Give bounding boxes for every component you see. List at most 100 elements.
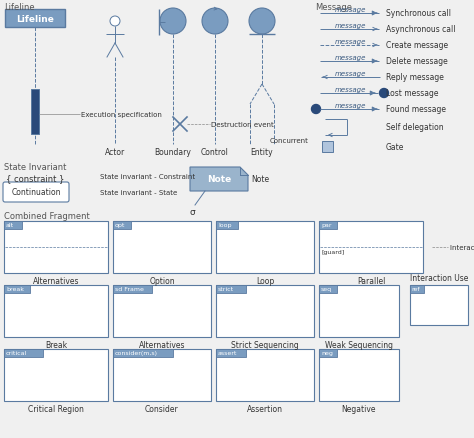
Text: Combined Fragment: Combined Fragment bbox=[4, 212, 90, 220]
Text: seq: seq bbox=[321, 287, 332, 292]
Text: message: message bbox=[334, 103, 365, 109]
Bar bbox=[319, 222, 337, 230]
Bar bbox=[113, 285, 152, 293]
Bar bbox=[319, 222, 423, 273]
Text: Concurrent: Concurrent bbox=[270, 138, 309, 144]
Text: Synchronous call: Synchronous call bbox=[386, 10, 451, 18]
Bar bbox=[410, 285, 468, 325]
Bar bbox=[113, 349, 211, 401]
Bar bbox=[216, 285, 314, 337]
Text: Loop: Loop bbox=[256, 276, 274, 285]
Text: Control: Control bbox=[201, 148, 229, 157]
Text: break: break bbox=[6, 287, 24, 292]
Bar bbox=[216, 222, 238, 230]
Text: message: message bbox=[334, 23, 365, 29]
Bar bbox=[216, 349, 246, 357]
Circle shape bbox=[202, 9, 228, 35]
Text: Execution specification: Execution specification bbox=[81, 112, 162, 118]
Text: State invariant - Constraint: State invariant - Constraint bbox=[100, 173, 195, 180]
Bar bbox=[4, 222, 108, 273]
Bar bbox=[113, 349, 173, 357]
Text: message: message bbox=[334, 39, 365, 45]
Text: State Invariant: State Invariant bbox=[4, 162, 66, 172]
Circle shape bbox=[160, 9, 186, 35]
Text: strict: strict bbox=[218, 287, 234, 292]
Text: par: par bbox=[321, 223, 331, 228]
Bar bbox=[216, 349, 314, 401]
Text: Self delegation: Self delegation bbox=[386, 123, 444, 132]
Text: sd Frame: sd Frame bbox=[115, 287, 144, 292]
Text: Break: Break bbox=[45, 340, 67, 349]
Text: Actor: Actor bbox=[105, 148, 125, 157]
Bar bbox=[113, 285, 211, 337]
FancyBboxPatch shape bbox=[3, 183, 69, 202]
Bar bbox=[319, 349, 399, 401]
Text: Note: Note bbox=[251, 175, 269, 184]
Bar bbox=[5, 10, 65, 28]
Text: Entity: Entity bbox=[251, 148, 273, 157]
Bar bbox=[113, 222, 131, 230]
Text: σ: σ bbox=[189, 208, 195, 216]
Text: Alternatives: Alternatives bbox=[33, 276, 79, 285]
Bar bbox=[216, 222, 314, 273]
Bar bbox=[319, 349, 337, 357]
Text: loop: loop bbox=[218, 223, 231, 228]
Text: message: message bbox=[334, 71, 365, 77]
Text: assert: assert bbox=[218, 351, 237, 356]
Text: message: message bbox=[334, 7, 365, 13]
Text: Delete message: Delete message bbox=[386, 57, 448, 66]
Bar bbox=[410, 285, 424, 293]
Text: Parallel: Parallel bbox=[357, 276, 385, 285]
Text: Boundary: Boundary bbox=[155, 148, 191, 157]
Text: Option: Option bbox=[149, 276, 175, 285]
Text: Lifeline: Lifeline bbox=[16, 14, 54, 24]
Text: consider(m,s): consider(m,s) bbox=[115, 351, 158, 356]
Text: Reply message: Reply message bbox=[386, 73, 444, 82]
Bar bbox=[4, 349, 43, 357]
Text: Strict Sequencing: Strict Sequencing bbox=[231, 340, 299, 349]
Text: Assertion: Assertion bbox=[247, 404, 283, 413]
Bar bbox=[4, 285, 108, 337]
Text: opt: opt bbox=[115, 223, 126, 228]
Text: ref: ref bbox=[411, 287, 419, 292]
Text: Lifeline: Lifeline bbox=[4, 3, 35, 12]
Circle shape bbox=[249, 9, 275, 35]
Text: Destruction event: Destruction event bbox=[211, 122, 274, 128]
Bar bbox=[4, 222, 22, 230]
Text: Negative: Negative bbox=[342, 404, 376, 413]
Bar bbox=[319, 285, 337, 293]
Circle shape bbox=[380, 89, 389, 98]
Text: message: message bbox=[334, 55, 365, 61]
Text: Continuation: Continuation bbox=[11, 188, 61, 197]
Text: alt: alt bbox=[6, 223, 14, 228]
Text: Consider: Consider bbox=[145, 404, 179, 413]
Bar bbox=[113, 222, 211, 273]
Text: Critical Region: Critical Region bbox=[28, 404, 84, 413]
Text: Found message: Found message bbox=[386, 105, 446, 114]
Text: Message: Message bbox=[315, 3, 352, 12]
Text: message: message bbox=[334, 87, 365, 93]
Bar bbox=[4, 349, 108, 401]
Bar bbox=[319, 285, 399, 337]
Text: Weak Sequencing: Weak Sequencing bbox=[325, 340, 393, 349]
Text: { constraint }: { constraint } bbox=[6, 173, 64, 183]
Text: Alternatives: Alternatives bbox=[139, 340, 185, 349]
Bar bbox=[322, 141, 333, 153]
Circle shape bbox=[311, 105, 320, 114]
Circle shape bbox=[110, 17, 120, 27]
Text: Interaction operand: Interaction operand bbox=[450, 244, 474, 251]
Bar bbox=[31, 90, 39, 135]
Text: Interaction Use: Interaction Use bbox=[410, 273, 468, 283]
Text: critical: critical bbox=[6, 351, 27, 356]
Text: [guard]: [guard] bbox=[322, 249, 345, 254]
Text: Asynchronous call: Asynchronous call bbox=[386, 25, 456, 35]
Text: neg: neg bbox=[321, 351, 333, 356]
Bar bbox=[216, 285, 246, 293]
Polygon shape bbox=[190, 168, 248, 191]
Text: Gate: Gate bbox=[386, 143, 404, 152]
Text: Note: Note bbox=[207, 175, 231, 184]
Text: Lost message: Lost message bbox=[386, 89, 438, 98]
Text: State invariant - State: State invariant - State bbox=[100, 190, 177, 195]
Bar bbox=[4, 285, 30, 293]
Text: Create message: Create message bbox=[386, 42, 448, 50]
